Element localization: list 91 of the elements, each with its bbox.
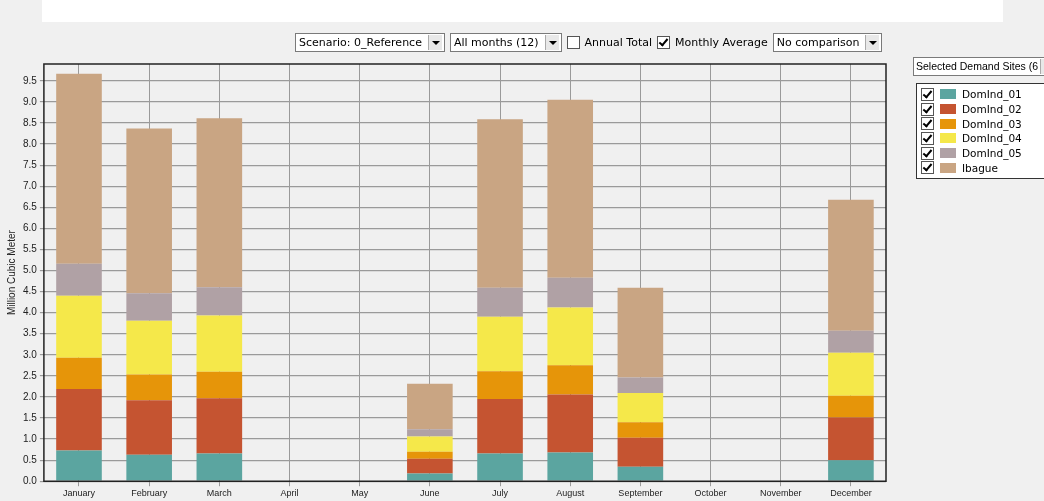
bar bbox=[196, 398, 243, 454]
bar bbox=[617, 437, 664, 467]
y-tick-label: 1.5 bbox=[23, 411, 38, 423]
bar bbox=[56, 357, 102, 389]
x-tick-label: April bbox=[280, 488, 299, 499]
bar bbox=[407, 429, 453, 437]
bar bbox=[828, 199, 874, 331]
y-axis-title: Million Cubic Meter bbox=[5, 229, 17, 316]
bar bbox=[126, 374, 172, 401]
y-tick-label: 7.0 bbox=[23, 179, 38, 191]
x-tick-label: July bbox=[492, 488, 509, 499]
y-tick-label: 8.0 bbox=[23, 137, 38, 149]
bar bbox=[547, 277, 594, 308]
x-tick-label: October bbox=[694, 488, 727, 499]
bar bbox=[828, 330, 874, 353]
y-tick-label: 9.5 bbox=[23, 74, 38, 86]
y-tick-label: 6.5 bbox=[23, 201, 38, 213]
bar bbox=[196, 118, 243, 288]
x-tick-label: March bbox=[206, 488, 232, 499]
y-tick-label: 6.0 bbox=[23, 222, 38, 234]
bar bbox=[477, 287, 523, 317]
bar bbox=[126, 320, 172, 375]
bar bbox=[547, 452, 594, 481]
y-tick-label: 0.0 bbox=[23, 474, 38, 486]
bar bbox=[56, 388, 102, 451]
y-tick-label: 4.5 bbox=[23, 285, 38, 297]
bar bbox=[56, 263, 102, 296]
bar bbox=[617, 393, 664, 423]
y-tick-label: 4.0 bbox=[23, 306, 38, 318]
legend-label: DomInd_03 bbox=[962, 117, 1022, 130]
bar bbox=[126, 400, 172, 455]
bar bbox=[56, 450, 102, 481]
bar bbox=[828, 395, 874, 418]
dropdown: All months (12) bbox=[449, 33, 562, 52]
bar bbox=[56, 73, 102, 264]
x-tick-label: June bbox=[420, 488, 440, 499]
bar bbox=[617, 287, 664, 378]
x-tick-label: December bbox=[830, 488, 872, 499]
bar bbox=[547, 99, 594, 278]
dropdown: Scenario: 0_Reference bbox=[295, 33, 445, 52]
text: Monthly Average bbox=[675, 36, 768, 49]
bar bbox=[547, 307, 594, 366]
x-tick-label: September bbox=[618, 488, 663, 499]
y-tick-label: 2.0 bbox=[23, 390, 38, 402]
legend-label: Ibague bbox=[962, 161, 998, 174]
y-tick-label: 8.5 bbox=[23, 116, 38, 128]
bar bbox=[407, 458, 453, 474]
legend-label: DomInd_05 bbox=[962, 147, 1022, 160]
x-tick-label: January bbox=[62, 488, 96, 499]
y-tick-label: 3.5 bbox=[23, 327, 38, 339]
bar bbox=[547, 394, 594, 453]
bar bbox=[547, 365, 594, 395]
bar bbox=[477, 453, 523, 481]
legend-label: DomInd_01 bbox=[962, 88, 1022, 101]
bar bbox=[126, 454, 172, 481]
bar bbox=[407, 451, 453, 459]
y-tick-label: 9.0 bbox=[23, 95, 38, 107]
bar bbox=[828, 460, 874, 481]
bar bbox=[477, 119, 523, 288]
bar bbox=[56, 295, 102, 358]
y-tick-label: 1.0 bbox=[23, 432, 38, 444]
y-tick-label: 5.5 bbox=[23, 243, 38, 255]
bar bbox=[196, 315, 243, 372]
bar bbox=[617, 422, 664, 438]
bar bbox=[477, 399, 523, 454]
x-tick-label: November bbox=[759, 488, 802, 499]
bar bbox=[828, 352, 874, 396]
x-tick-label: February bbox=[131, 488, 168, 499]
dropdown: No comparison bbox=[772, 33, 883, 52]
bar bbox=[196, 453, 243, 481]
x-tick-label: May bbox=[351, 488, 369, 499]
legend-label: DomInd_04 bbox=[962, 132, 1022, 145]
legend-label: DomInd_02 bbox=[962, 103, 1022, 116]
bar bbox=[828, 417, 874, 461]
bar bbox=[617, 466, 664, 481]
bar bbox=[407, 383, 453, 430]
bar bbox=[477, 316, 523, 372]
text: Annual Total bbox=[584, 36, 653, 49]
bar bbox=[126, 293, 172, 321]
bar bbox=[196, 371, 243, 399]
x-tick-label: August bbox=[556, 488, 585, 499]
y-tick-label: 0.5 bbox=[23, 453, 38, 465]
y-tick-label: 2.5 bbox=[23, 369, 38, 381]
bar bbox=[617, 377, 664, 394]
bar bbox=[477, 371, 523, 400]
bar bbox=[126, 128, 172, 294]
y-tick-label: 5.0 bbox=[23, 264, 38, 276]
y-tick-label: 7.5 bbox=[23, 158, 38, 170]
bar bbox=[407, 436, 453, 452]
y-tick-label: 3.0 bbox=[23, 348, 38, 360]
bar bbox=[196, 287, 243, 316]
